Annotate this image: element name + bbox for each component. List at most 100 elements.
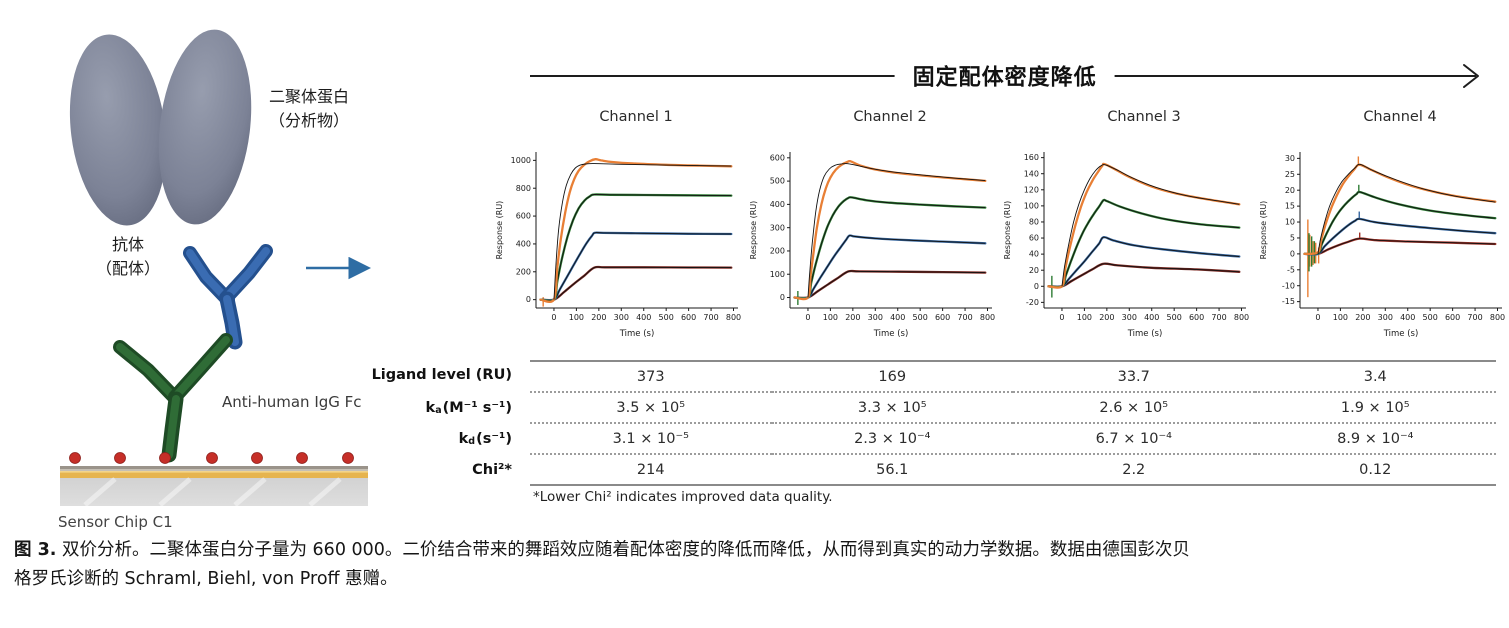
fit-curve-maroon bbox=[540, 266, 732, 301]
channel-chart-4: Channel 4 -15 -10 -5 0 5 10 15 20 25 30 0 100 200 300 4… bbox=[1258, 102, 1508, 352]
x-tick-label: 600 bbox=[1445, 313, 1460, 322]
x-tick-label: 500 bbox=[1167, 313, 1182, 322]
attachment-dot bbox=[251, 452, 263, 464]
y-tick-label: 100 bbox=[1024, 201, 1039, 210]
sensorgram-curve-orange bbox=[1047, 162, 1241, 289]
x-tick-label: 200 bbox=[1355, 313, 1370, 322]
capture-antibody-shape bbox=[113, 333, 233, 463]
y-tick-label: 600 bbox=[770, 153, 785, 162]
x-tick-label: 600 bbox=[1189, 313, 1204, 322]
y-tick-label: 500 bbox=[770, 177, 785, 186]
x-tick-label: 200 bbox=[1099, 313, 1114, 322]
y-tick-label: 140 bbox=[1024, 169, 1039, 178]
table-cell: 8.9 × 10⁻⁴ bbox=[1254, 424, 1496, 455]
y-tick-label: 20 bbox=[1285, 186, 1295, 195]
y-tick-label: 160 bbox=[1024, 153, 1039, 162]
fit-curve-maroon bbox=[794, 270, 986, 299]
attachment-dot bbox=[206, 452, 218, 464]
x-tick-label: 100 bbox=[1333, 313, 1348, 322]
fit-curve-blue bbox=[794, 234, 986, 299]
x-tick-label: 200 bbox=[845, 313, 860, 322]
kinetics-table: Ligand level (RU) 373 169 33.7 3.4 k a (M⁻¹ s⁻… bbox=[372, 360, 1496, 486]
fit-curve-green bbox=[1304, 191, 1496, 255]
sensorgram-curve-orange bbox=[793, 159, 987, 301]
x-axis-label: Time (s) bbox=[1127, 329, 1163, 339]
x-tick-label: 500 bbox=[659, 313, 674, 322]
fit-curve-maroon bbox=[1048, 263, 1240, 288]
x-axis-label: Time (s) bbox=[873, 329, 909, 339]
x-tick-label: 300 bbox=[1378, 313, 1393, 322]
x-tick-label: 400 bbox=[1144, 313, 1159, 322]
y-tick-label: 60 bbox=[1029, 234, 1039, 243]
y-axis-label: Response (RU) bbox=[1003, 201, 1012, 260]
x-tick-label: 300 bbox=[614, 313, 629, 322]
chart-axes bbox=[1041, 152, 1246, 311]
channel-chart-3: Channel 3 -20 0 20 40 60 80 100 120 140 160 0 100 200… bbox=[1002, 102, 1252, 352]
x-tick-label: 0 bbox=[1059, 313, 1064, 322]
x-tick-label: 500 bbox=[1423, 313, 1438, 322]
x-tick-label: 600 bbox=[935, 313, 950, 322]
x-tick-label: 300 bbox=[868, 313, 883, 322]
sensor-surface-shape bbox=[60, 452, 368, 507]
y-tick-label: 5 bbox=[1290, 234, 1295, 243]
table-cell: 214 bbox=[530, 455, 772, 486]
sensorgram-chart: 0 200 400 600 800 1000 0 100 200 300 400 500 600 700 8… bbox=[495, 152, 741, 339]
y-tick-label: -10 bbox=[1282, 281, 1295, 290]
y-tick-label: 800 bbox=[516, 184, 531, 193]
fit-curve-green bbox=[794, 196, 986, 300]
x-tick-label: 700 bbox=[703, 313, 718, 322]
sensor-chip-illustration: 二聚体蛋白 （分析物） 抗体 （配体） Anti-human IgG Fc Se… bbox=[30, 5, 450, 535]
attachment-dot bbox=[69, 452, 81, 464]
y-tick-label: 10 bbox=[1285, 218, 1295, 227]
table-cell: 2.2 bbox=[1013, 455, 1255, 486]
chart-axes bbox=[533, 152, 738, 311]
density-arrow-label: 固定配体密度降低 bbox=[894, 59, 1115, 92]
caption-figure-number: 图 3. bbox=[14, 540, 57, 560]
x-tick-label: 100 bbox=[823, 313, 838, 322]
y-axis-label: Response (RU) bbox=[749, 201, 758, 260]
y-tick-label: 25 bbox=[1285, 170, 1295, 179]
sensorgram-curve-green bbox=[793, 196, 987, 300]
y-tick-label: 30 bbox=[1285, 154, 1295, 163]
y-tick-label: 20 bbox=[1029, 266, 1039, 275]
table-cell: 373 bbox=[530, 360, 772, 393]
x-tick-label: 800 bbox=[726, 313, 741, 322]
sensorgram-chart: -20 0 20 40 60 80 100 120 140 160 0 100 200 300 400 500… bbox=[1003, 152, 1249, 339]
table-cell: 33.7 bbox=[1013, 360, 1255, 393]
attachment-dot bbox=[114, 452, 126, 464]
sensorgram-curve-green bbox=[539, 193, 733, 303]
y-tick-label: 1000 bbox=[511, 156, 531, 165]
y-axis-label: Response (RU) bbox=[1259, 201, 1268, 260]
table-cell: 3.1 × 10⁻⁵ bbox=[530, 424, 772, 455]
y-tick-label: 0 bbox=[780, 293, 785, 302]
y-tick-label: -20 bbox=[1026, 298, 1039, 307]
y-tick-label: 400 bbox=[516, 240, 531, 249]
x-tick-label: 300 bbox=[1122, 313, 1137, 322]
x-tick-label: 700 bbox=[1211, 313, 1226, 322]
table-row-label: Chi²* bbox=[472, 461, 512, 478]
channel-chart-1: Channel 1 0 200 400 600 800 1000 0 100 200 300 400 5… bbox=[494, 102, 744, 352]
table-cell: 1.9 × 10⁵ bbox=[1254, 393, 1496, 424]
y-axis-label: Response (RU) bbox=[495, 201, 504, 260]
y-tick-label: 15 bbox=[1285, 202, 1295, 211]
x-axis-label: Time (s) bbox=[619, 329, 655, 339]
table-cell: 2.3 × 10⁻⁴ bbox=[771, 424, 1013, 455]
x-tick-label: 400 bbox=[636, 313, 651, 322]
y-tick-label: 0 bbox=[1290, 249, 1295, 258]
x-tick-label: 400 bbox=[890, 313, 905, 322]
table-cell: 2.6 × 10⁵ bbox=[1013, 393, 1255, 424]
x-tick-label: 800 bbox=[1234, 313, 1249, 322]
x-tick-label: 100 bbox=[1077, 313, 1092, 322]
chart-title: Channel 3 bbox=[1107, 109, 1181, 125]
sensorgram-curve-green bbox=[1047, 198, 1241, 289]
y-tick-label: 100 bbox=[770, 270, 785, 279]
table-cell: 3.3 × 10⁵ bbox=[771, 393, 1013, 424]
x-tick-label: 400 bbox=[1400, 313, 1415, 322]
sensorgram-curve-blue bbox=[1303, 217, 1497, 256]
table-cell: 169 bbox=[771, 360, 1013, 393]
chart-axes bbox=[787, 152, 992, 311]
table-footnote: *Lower Chi² indicates improved data qual… bbox=[533, 489, 833, 505]
x-axis-label: Time (s) bbox=[1383, 329, 1419, 339]
y-tick-label: 400 bbox=[770, 200, 785, 209]
